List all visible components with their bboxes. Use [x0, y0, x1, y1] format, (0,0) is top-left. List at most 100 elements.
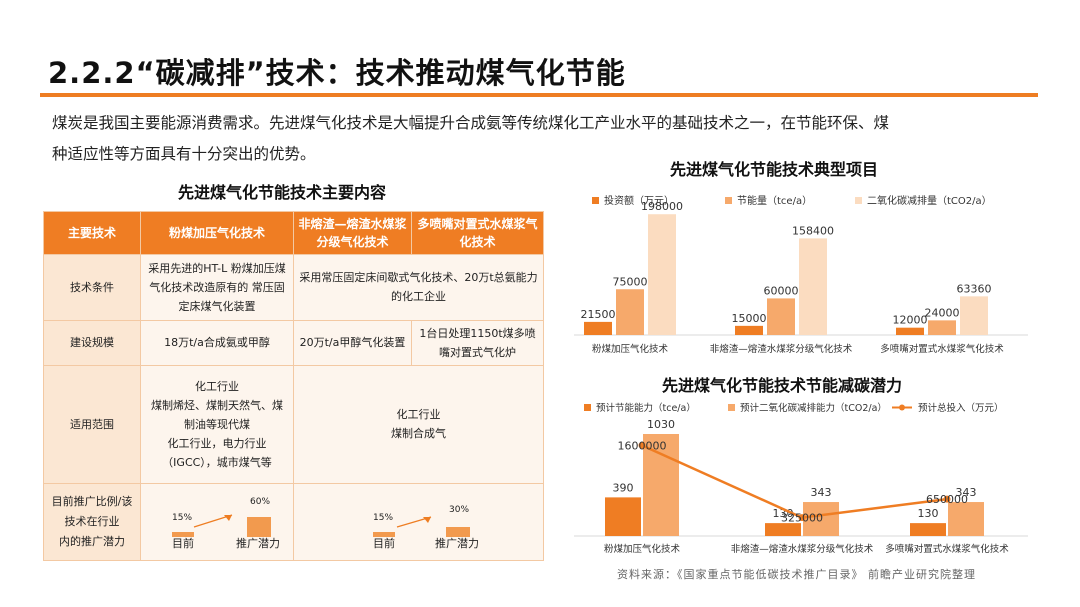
- legend-swatch: [855, 197, 862, 204]
- row-label: 适用范围: [43, 364, 141, 485]
- bar: [616, 289, 644, 335]
- potential-mini-chart: 15% 30% 目前 推广潜力: [297, 491, 540, 553]
- table-row: 目前推广比例/该 技术在行业 内的推广潜力 15% 60% 目前 推广潜力 15…: [43, 483, 544, 561]
- bar: [799, 238, 827, 335]
- current-category-label: 目前: [373, 537, 395, 551]
- legend-swatch: [584, 404, 591, 411]
- data-label: 343: [956, 486, 977, 499]
- line-point: [638, 441, 646, 449]
- table-cell: 化工行业 煤制烯烃、煤制天然气、煤 制油等现代煤 化工行业，电力行业 （IGCC…: [140, 364, 294, 485]
- intro-line-1: 煤炭是我国主要能源消费需求。先进煤气化技术是大幅提升合成氨等传统煤化工产业水平的…: [52, 114, 890, 132]
- table-row: 适用范围 化工行业 煤制烯烃、煤制天然气、煤 制油等现代煤 化工行业，电力行业 …: [43, 364, 544, 485]
- potential-value-label: 30%: [449, 505, 470, 516]
- category-label: 非熔渣—熔渣水煤浆分级气化技术: [710, 343, 853, 355]
- intro-line-2: 种适应性等方面具有十分突出的优势。: [52, 145, 316, 163]
- scope-line: 煤制烯烃、煤制天然气、煤: [151, 398, 283, 412]
- table-row: 建设规模 18万t/a合成氨或甲醇 20万t/a甲醇气化装置 1台日处理1150…: [43, 319, 544, 366]
- legend-swatch: [728, 404, 735, 411]
- data-label: 390: [613, 481, 634, 494]
- table-cell: 18万t/a合成氨或甲醇: [140, 319, 294, 366]
- data-label: 75000: [613, 275, 648, 288]
- legend-label: 二氧化碳减排量（tCO2/a）: [867, 194, 992, 207]
- bar: [765, 523, 801, 536]
- potential-category-label: 推广潜力: [435, 537, 479, 551]
- projects-bar-chart: 投资额（万元） 节能量（tce/a） 二氧化碳减排量（tCO2/a） 21500 750…: [574, 194, 1028, 355]
- category-label: 多喷嘴对置式水煤浆气化技术: [880, 343, 1004, 355]
- scope-line: （IGCC），城市煤气等: [162, 455, 272, 469]
- data-label: 130: [918, 507, 939, 520]
- scope-line: 化工行业: [396, 408, 441, 422]
- legend-swatch: [592, 197, 599, 204]
- data-label: 21500: [581, 308, 616, 321]
- tech-content-table: 主要技术 粉煤加压气化技术 非熔渣—熔渣水煤浆分级气化技术 多喷嘴对置式水煤浆气…: [43, 211, 544, 561]
- row-label: 目前推广比例/该 技术在行业 内的推广潜力: [43, 483, 141, 561]
- title-divider: [40, 93, 1038, 97]
- scope-line: 煤制合成气: [391, 427, 446, 441]
- potential-mini-chart: 15% 60% 目前 推广潜力: [144, 491, 290, 553]
- table-cell: 15% 30% 目前 推广潜力: [293, 483, 544, 561]
- potential-bar: [247, 517, 271, 538]
- bar: [803, 502, 839, 536]
- current-bar: [172, 532, 194, 538]
- source-note: 资料来源：《国家重点节能低碳技术推广目录》 前瞻产业研究院整理: [617, 568, 976, 581]
- data-label: 15000: [732, 312, 767, 325]
- potential-label-line: 内的推广潜力: [59, 535, 125, 549]
- potential-arrow: [396, 516, 432, 528]
- category-label: 非熔渣—熔渣水煤浆分级气化技术: [731, 543, 874, 555]
- bar: [910, 523, 946, 536]
- data-label: 60000: [764, 284, 799, 297]
- legend-swatch: [899, 404, 905, 411]
- category-label: 粉煤加压气化技术: [592, 343, 669, 355]
- scope-line: 化工行业: [195, 379, 239, 393]
- legend-label: 预计节能能力（tce/a）: [596, 402, 696, 414]
- header-cell: 粉煤加压气化技术: [140, 211, 294, 255]
- table-title: 先进煤气化节能技术主要内容: [178, 183, 387, 202]
- potential-label-line: 技术在行业: [64, 515, 120, 529]
- bar: [960, 296, 988, 335]
- bar: [735, 325, 763, 335]
- potential-category-label: 推广潜力: [236, 537, 280, 551]
- potential-value-label: 60%: [250, 497, 271, 508]
- bar: [605, 497, 641, 536]
- intro-text: 煤炭是我国主要能源消费需求。先进煤气化技术是大幅提升合成氨等传统煤化工产业水平的…: [52, 108, 1042, 170]
- line-data-label: 1600000: [618, 439, 667, 452]
- category-label: 多喷嘴对置式水煤浆气化技术: [885, 543, 1009, 555]
- data-label: 198000: [641, 200, 683, 213]
- chart2-title: 先进煤气化节能技术节能减碳潜力: [662, 376, 903, 395]
- chart1-title: 先进煤气化节能技术典型项目: [670, 160, 879, 179]
- row-label: 建设规模: [43, 319, 141, 366]
- header-cell: 多喷嘴对置式水煤浆气化技术: [411, 211, 544, 255]
- data-label: 24000: [925, 306, 960, 319]
- table-cell: 1台日处理1150t煤多喷嘴对置式气化炉: [411, 319, 544, 366]
- potential-combo-chart: 预计节能能力（tce/a） 预计二氧化碳减排能力（tCO2/a） 预计总投入（万元）…: [574, 402, 1028, 555]
- legend-label: 投资额（万元）: [604, 194, 674, 207]
- bar: [584, 321, 612, 335]
- header-cell: 主要技术: [43, 211, 141, 255]
- row-label: 技术条件: [43, 253, 141, 321]
- data-label: 343: [811, 486, 832, 499]
- table-cell: 采用先进的HT-L 粉煤加压煤气化技术改造原有的 常压固定床煤气化装置: [140, 253, 294, 321]
- table-cell: 化工行业 煤制合成气: [293, 364, 544, 485]
- data-label: 1030: [647, 418, 675, 431]
- page-title: 2.2.2“碳减排”技术：技术推动煤气化节能: [48, 56, 626, 90]
- scope-line: 制油等现代煤: [184, 417, 250, 431]
- legend-label: 预计总投入（万元）: [918, 402, 1004, 414]
- data-label: 63360: [957, 282, 992, 295]
- current-value-label: 15%: [172, 513, 193, 524]
- bar: [948, 502, 984, 536]
- line-data-label: 650000: [926, 493, 968, 506]
- header-cell: 非熔渣—熔渣水煤浆分级气化技术: [293, 211, 412, 255]
- legend-swatch: [725, 197, 732, 204]
- data-label: 158400: [792, 224, 834, 237]
- table-cell: 20万t/a甲醇气化装置: [293, 319, 412, 366]
- bar: [896, 327, 924, 335]
- category-label: 粉煤加压气化技术: [604, 543, 681, 555]
- potential-arrow: [193, 514, 233, 528]
- bar: [643, 434, 679, 536]
- bar: [767, 298, 795, 335]
- bar: [648, 214, 676, 335]
- scope-line: 化工行业，电力行业: [167, 436, 267, 450]
- table-header-row: 主要技术 粉煤加压气化技术 非熔渣—熔渣水煤浆分级气化技术 多喷嘴对置式水煤浆气…: [43, 211, 544, 255]
- table-cell: 15% 60% 目前 推广潜力: [140, 483, 294, 561]
- table-cell: 采用常压固定床间歇式气化技术、20万t总氨能力的化工企业: [293, 253, 544, 321]
